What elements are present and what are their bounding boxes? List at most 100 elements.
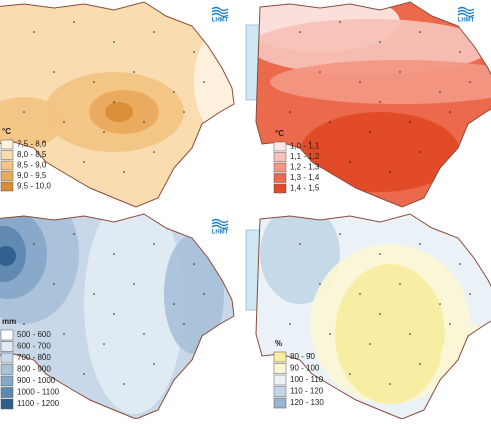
legend-label: 1,3 - 1,4 — [290, 173, 320, 182]
station — [113, 41, 115, 43]
legend-title: °C — [275, 129, 284, 138]
legend-swatch — [273, 386, 287, 397]
legend-swatch — [0, 364, 14, 375]
station — [63, 121, 65, 123]
legend-label: 700 - 800 — [17, 353, 51, 362]
legend-swatch — [0, 160, 14, 171]
station — [23, 323, 25, 325]
zone — [105, 102, 133, 122]
map-panel: % 80 - 90 90 - 100 100 - 110 110 - 120 120 - … — [245, 213, 491, 420]
station — [203, 293, 205, 295]
station — [469, 293, 471, 295]
map-panel: LHMT °C 7,5 - 8,08,0 - 8,5 8,5 - 9,09,0 - 9… — [0, 1, 235, 208]
station — [53, 71, 55, 73]
legend-swatch — [273, 152, 287, 162]
zone — [300, 112, 460, 192]
zone — [194, 32, 234, 132]
legend-label: 9,5 - 10,0 — [17, 182, 51, 191]
station — [319, 71, 321, 73]
station — [339, 21, 341, 23]
legend-swatch — [273, 363, 287, 374]
station — [339, 233, 341, 235]
station — [449, 111, 451, 113]
station — [459, 263, 461, 265]
station — [103, 343, 105, 345]
zone — [84, 214, 184, 414]
station — [73, 21, 75, 23]
station — [153, 151, 155, 153]
legend-label: 1,2 - 1,3 — [290, 163, 320, 172]
station — [153, 31, 155, 33]
station — [329, 121, 331, 123]
station — [399, 283, 401, 285]
station — [299, 243, 301, 245]
station — [379, 253, 381, 255]
legend-swatch — [0, 341, 14, 352]
station — [143, 121, 145, 123]
station — [193, 263, 195, 265]
legend-label: 8,5 - 9,0 — [17, 161, 47, 170]
logo-wave — [211, 9, 229, 15]
legend-swatch — [0, 398, 14, 410]
station — [419, 31, 421, 33]
station — [113, 253, 115, 255]
station — [103, 131, 105, 133]
legend-swatch — [0, 329, 14, 341]
station — [379, 41, 381, 43]
station — [369, 343, 371, 345]
station — [409, 121, 411, 123]
legend-swatch — [273, 183, 287, 194]
zone — [260, 214, 340, 304]
station — [399, 71, 401, 73]
station — [73, 233, 75, 235]
legend-label: 120 - 130 — [290, 398, 324, 407]
station — [23, 111, 25, 113]
legend-label: 80 - 90 — [290, 352, 315, 361]
legend-swatch — [273, 173, 287, 183]
legend-swatch — [0, 387, 14, 398]
station — [389, 171, 391, 173]
legend-label: 9,0 - 9,5 — [17, 171, 47, 180]
station — [33, 31, 35, 33]
legend-swatch — [0, 352, 14, 364]
legend-label: 1,1 - 1,2 — [290, 152, 320, 161]
logo-wave — [457, 6, 475, 12]
station — [419, 151, 421, 153]
station — [309, 353, 311, 355]
station — [329, 333, 331, 335]
logo-wave — [211, 6, 229, 12]
station — [299, 31, 301, 33]
legend-label: 7,5 - 8,0 — [17, 140, 47, 149]
legend-label: 90 - 100 — [290, 364, 320, 373]
legend-label: 600 - 700 — [17, 342, 51, 351]
station — [319, 283, 321, 285]
station — [379, 101, 381, 103]
legend-label: 8,0 - 8,5 — [17, 150, 47, 159]
legend-swatch — [0, 171, 14, 181]
zone — [164, 234, 224, 354]
legend-swatch — [0, 150, 14, 160]
station — [193, 51, 195, 53]
station — [43, 353, 45, 355]
station — [173, 303, 175, 305]
station — [203, 81, 205, 83]
legend-label: 1,0 - 1,1 — [290, 142, 320, 151]
station — [289, 111, 291, 113]
station — [63, 333, 65, 335]
legend-label: 100 - 110 — [290, 375, 324, 384]
legend-label: 1100 - 1200 — [17, 399, 60, 408]
station — [53, 283, 55, 285]
logo-text: LHMT — [212, 230, 229, 236]
station — [83, 161, 85, 163]
station — [153, 363, 155, 365]
station — [309, 141, 311, 143]
legend-swatch — [273, 351, 287, 363]
zone — [0, 97, 64, 147]
station — [133, 283, 135, 285]
station — [173, 91, 175, 93]
station — [289, 323, 291, 325]
legend-swatch — [273, 374, 287, 386]
legend-label: 800 - 900 — [17, 365, 51, 374]
station — [349, 161, 351, 163]
